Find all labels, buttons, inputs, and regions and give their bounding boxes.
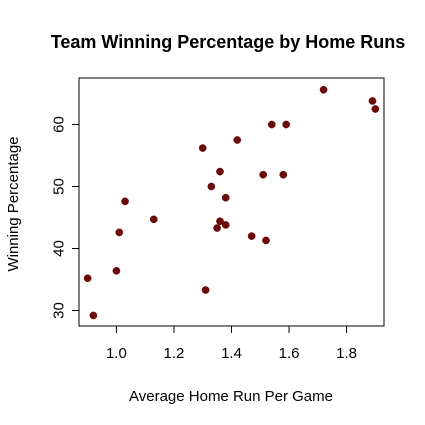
y-tick-label: 30	[51, 302, 68, 319]
data-point	[112, 266, 121, 275]
data-point	[121, 197, 129, 206]
data-points	[83, 85, 380, 320]
y-axis: 30 40 50 60	[51, 116, 80, 319]
data-point	[115, 228, 124, 237]
data-point	[201, 286, 210, 294]
data-point	[213, 224, 221, 232]
data-point	[368, 97, 377, 105]
data-point	[233, 136, 242, 144]
chart-title: Team Winning Percentage by Home Runs	[51, 32, 406, 52]
x-tick-label: 1.4	[221, 345, 242, 362]
data-point	[247, 232, 256, 240]
data-point	[262, 236, 270, 245]
data-point	[216, 167, 224, 176]
data-point	[259, 170, 268, 179]
y-tick-label: 60	[51, 116, 68, 133]
y-axis-label: Winning Percentage	[5, 136, 22, 271]
data-point	[216, 217, 224, 226]
x-tick-label: 1.0	[106, 345, 127, 362]
data-point	[149, 215, 158, 224]
data-point	[282, 120, 291, 129]
data-point	[221, 221, 230, 229]
data-point	[89, 311, 98, 320]
x-axis-label: Average Home Run Per Game	[129, 388, 333, 405]
data-point	[83, 274, 92, 283]
data-point	[198, 144, 207, 152]
data-point	[221, 193, 230, 202]
data-point	[207, 182, 216, 191]
y-tick-label: 50	[51, 178, 68, 195]
data-point	[279, 170, 288, 179]
x-tick-label: 1.6	[279, 345, 300, 362]
x-tick-label: 1.2	[164, 345, 185, 362]
data-point	[319, 85, 328, 94]
data-point	[371, 105, 380, 113]
x-tick-label: 1.8	[336, 345, 357, 362]
data-point	[267, 120, 276, 129]
y-tick-label: 40	[51, 240, 68, 257]
x-axis: 1.0 1.2 1.4 1.6 1.8	[106, 325, 357, 362]
